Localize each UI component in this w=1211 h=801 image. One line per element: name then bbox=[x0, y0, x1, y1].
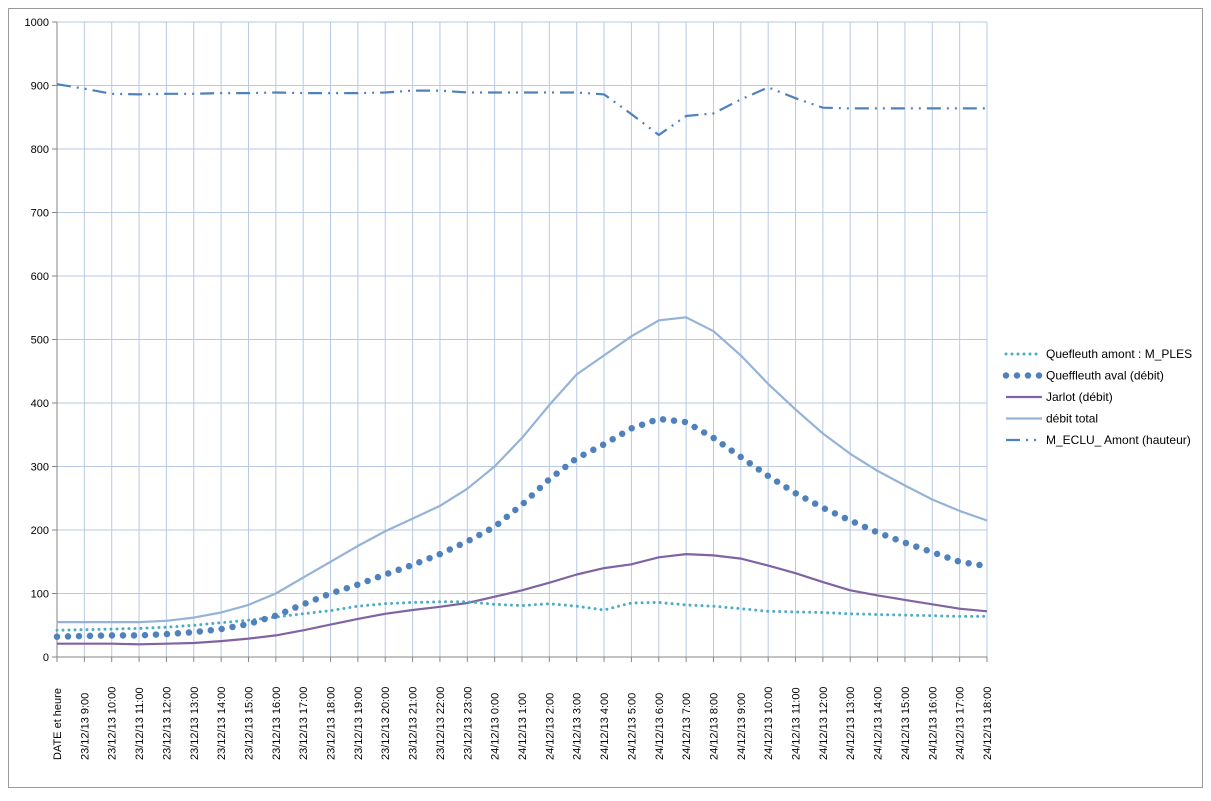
x-tick-label: 24/12/13 4:00 bbox=[599, 693, 611, 760]
x-tick-label: 23/12/13 11:00 bbox=[134, 687, 146, 760]
series-line bbox=[56, 83, 987, 137]
x-tick-label: 24/12/13 13:00 bbox=[845, 687, 857, 760]
series-line bbox=[53, 415, 991, 640]
x-tick-labels: DATE et heure 23/12/13 9:00 23/12/13 10:00… bbox=[52, 687, 994, 760]
y-tick-label: 400 bbox=[31, 398, 49, 410]
y-tick-label: 300 bbox=[31, 462, 49, 474]
x-tick-label: 24/12/13 7:00 bbox=[681, 693, 693, 760]
y-tick-labels: 0 100 200 300 400 500 600 700 800 900 1000 bbox=[25, 17, 49, 664]
y-tick-label: 800 bbox=[31, 144, 49, 156]
x-tick-label: 23/12/13 23:00 bbox=[462, 687, 474, 760]
x-tick-label: 23/12/13 20:00 bbox=[380, 687, 392, 760]
series-lines bbox=[53, 83, 991, 646]
y-tick-label: 100 bbox=[31, 589, 49, 601]
x-tick-label: 23/12/13 10:00 bbox=[107, 687, 119, 760]
x-tick-label: 23/12/13 12:00 bbox=[161, 687, 173, 760]
x-tick-label: 24/12/13 3:00 bbox=[572, 693, 584, 760]
x-tick-label: 23/12/13 15:00 bbox=[243, 687, 255, 760]
x-tick-label: 24/12/13 1:00 bbox=[517, 693, 529, 760]
y-tick-label: 200 bbox=[31, 525, 49, 537]
x-tick-label: 24/12/13 17:00 bbox=[955, 687, 967, 760]
series-line bbox=[57, 552, 988, 646]
x-tick-label: 23/12/13 17:00 bbox=[298, 687, 310, 760]
x-tick-label: 24/12/13 10:00 bbox=[763, 687, 775, 760]
legend-label: débit total bbox=[1046, 412, 1098, 426]
y-tick-label: 700 bbox=[31, 208, 49, 220]
x-tick-label: 24/12/13 9:00 bbox=[736, 693, 748, 760]
x-tick-label: 23/12/13 13:00 bbox=[189, 687, 201, 760]
x-tick-label: 24/12/13 11:00 bbox=[791, 687, 803, 760]
chart-frame bbox=[8, 8, 1203, 788]
x-tick-label: 24/12/13 16:00 bbox=[927, 687, 939, 760]
y-tick-label: 1000 bbox=[25, 17, 49, 29]
x-tick-label: 23/12/13 14:00 bbox=[216, 687, 228, 760]
x-tick-label: 23/12/13 22:00 bbox=[435, 687, 447, 760]
x-tick-label: 24/12/13 15:00 bbox=[900, 687, 912, 760]
x-tick-label: 24/12/13 2:00 bbox=[544, 693, 556, 760]
legend-label: M_ECLU_ Amont (hauteur) bbox=[1046, 433, 1191, 447]
x-tick-label: 24/12/13 6:00 bbox=[654, 693, 666, 760]
x-tick-label: DATE et heure bbox=[52, 688, 64, 760]
x-tick-label: 24/12/13 12:00 bbox=[818, 687, 830, 760]
x-tick-label: 24/12/13 14:00 bbox=[873, 687, 885, 760]
gridlines bbox=[57, 21, 988, 657]
y-tick-label: 500 bbox=[31, 335, 49, 347]
axes bbox=[52, 21, 988, 662]
legend-label: Queffleuth aval (débit) bbox=[1046, 369, 1164, 383]
legend-label: Jarlot (débit) bbox=[1046, 390, 1113, 404]
x-tick-label: 24/12/13 8:00 bbox=[708, 693, 720, 760]
legend-label: Quefleuth amont : M_PLES bbox=[1046, 347, 1192, 361]
series-line bbox=[57, 316, 988, 624]
y-tick-label: 900 bbox=[31, 81, 49, 93]
x-tick-label: 24/12/13 18:00 bbox=[982, 687, 994, 760]
legend: Quefleuth amont : M_PLES Queffleuth aval … bbox=[1002, 347, 1192, 447]
x-tick-label: 23/12/13 16:00 bbox=[271, 687, 283, 760]
series-line bbox=[55, 600, 989, 632]
x-tick-label: 24/12/13 5:00 bbox=[626, 693, 638, 760]
y-tick-label: 600 bbox=[31, 271, 49, 283]
y-tick-label: 0 bbox=[43, 652, 49, 664]
x-tick-label: 23/12/13 19:00 bbox=[353, 687, 365, 760]
x-tick-label: 24/12/13 0:00 bbox=[490, 693, 502, 760]
x-tick-label: 23/12/13 9:00 bbox=[79, 693, 91, 760]
x-tick-label: 23/12/13 18:00 bbox=[326, 687, 338, 760]
x-tick-label: 23/12/13 21:00 bbox=[408, 687, 420, 760]
